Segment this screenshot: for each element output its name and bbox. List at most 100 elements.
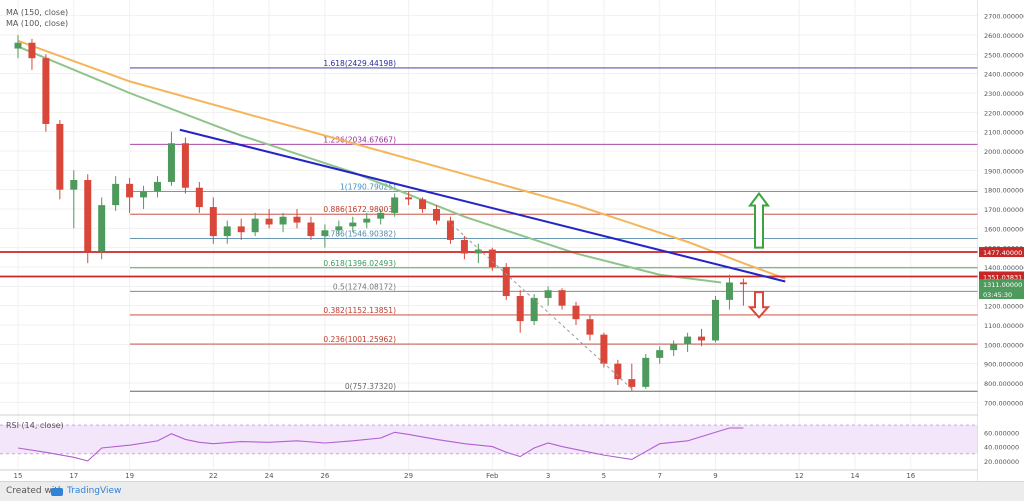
price-tick-label: 1000.000000 xyxy=(984,341,1024,349)
candle-body xyxy=(223,226,231,237)
legend-ma100: MA (100, close) xyxy=(6,19,68,28)
candle-body xyxy=(474,249,482,254)
resistance-price-label: 1351.03831 xyxy=(983,273,1022,281)
decline-guide-line xyxy=(447,220,635,392)
candle-body xyxy=(698,336,706,341)
price-axis[interactable]: 700.000000 800.000000 900.000000 1000.00000… xyxy=(977,0,1024,481)
last-price-label: 1311.00000 xyxy=(983,281,1022,289)
down-arrow xyxy=(747,291,771,319)
resistance-price-label: 1477.40000 xyxy=(983,249,1022,257)
time-tick-label: 12 xyxy=(795,472,804,480)
time-tick-label: 24 xyxy=(265,472,274,480)
candle-body xyxy=(335,226,343,231)
candle-body xyxy=(56,123,64,190)
candle-body xyxy=(42,58,50,124)
created-with-label: Created with xyxy=(6,486,64,496)
price-tick-label: 1800.000000 xyxy=(984,187,1024,195)
time-tick-label: 16 xyxy=(906,472,915,480)
candle-body xyxy=(126,183,134,198)
ma150-line xyxy=(17,39,786,280)
candle-body xyxy=(684,336,692,345)
candle-body xyxy=(14,42,22,49)
candle-body xyxy=(293,216,301,223)
candle-body xyxy=(558,290,566,306)
time-tick-label: 14 xyxy=(851,472,860,480)
tradingview-logo-icon xyxy=(51,488,63,496)
candle-body xyxy=(572,305,580,320)
legend-rsi: RSI (14, close) xyxy=(6,421,64,430)
last-price-tag xyxy=(979,279,1024,290)
trend-drawings[interactable] xyxy=(179,128,786,392)
candle-body xyxy=(140,191,148,198)
rsi-band-fill xyxy=(0,425,978,454)
candle-body xyxy=(279,216,287,225)
fib-level-label: 0.618(1396.02493) xyxy=(323,259,396,268)
price-tick-label: 1200.000000 xyxy=(984,303,1024,311)
candle-body xyxy=(307,222,315,237)
rsi-line xyxy=(17,427,744,462)
time-tick-label: 22 xyxy=(209,472,218,480)
bearish-trendline xyxy=(179,128,786,283)
time-tick-label: 5 xyxy=(602,472,606,480)
candle-body xyxy=(181,143,189,188)
rsi-panel[interactable] xyxy=(0,414,978,462)
time-tick-label: 26 xyxy=(320,472,329,480)
candle-body xyxy=(516,296,524,322)
countdown-label: 03:45:30 xyxy=(983,291,1012,299)
price-tick-label: 2000.000000 xyxy=(984,148,1024,156)
candle-body xyxy=(614,363,622,380)
candle-body xyxy=(391,197,399,213)
fib-level-label: 0.5(1274.08172) xyxy=(333,282,396,291)
time-tick-label: 29 xyxy=(404,472,413,480)
candle-body xyxy=(28,42,36,59)
price-grid xyxy=(0,15,978,403)
price-tick-label: 1400.000000 xyxy=(984,264,1024,272)
candlesticks xyxy=(14,35,747,391)
footer-bar: Created with TradingView xyxy=(0,481,1024,501)
time-tick-label: 7 xyxy=(657,472,661,480)
price-tick-label: 700.000000 xyxy=(984,399,1023,407)
candle-body xyxy=(321,230,329,237)
candle-body xyxy=(656,350,664,358)
fib-level-label: 1.618(2429.44198) xyxy=(323,59,396,68)
fibonacci-retracement[interactable]: 1.618(2429.44198) 1.236(2034.67667) 1(1790… xyxy=(130,59,978,392)
time-axis[interactable]: 15 17 19 22 24 26 29 Feb 3 5 7 9 12 14 16 xyxy=(0,469,978,480)
price-tick-label: 1600.000000 xyxy=(984,225,1024,233)
candle-body xyxy=(405,197,413,200)
plot-background xyxy=(0,0,978,481)
candle-body xyxy=(98,205,106,252)
price-tick-label: 2400.000000 xyxy=(984,71,1024,79)
candle-body xyxy=(265,218,273,225)
fib-level-label: 0(757.37320) xyxy=(345,382,396,391)
price-chart[interactable]: 1.618(2429.44198) 1.236(2034.67667) 1(1790… xyxy=(0,0,1024,481)
price-tick-label: 1900.000000 xyxy=(984,167,1024,175)
up-arrow xyxy=(748,191,770,249)
fib-level-label: 0.886(1672.98003) xyxy=(323,205,396,214)
time-tick-label: 19 xyxy=(125,472,134,480)
candle-body xyxy=(670,344,678,351)
candle-body xyxy=(167,143,175,182)
candle-body xyxy=(377,212,385,219)
candle-body xyxy=(446,220,454,240)
price-tick-label: 2500.000000 xyxy=(984,51,1024,59)
tradingview-link[interactable]: TradingView xyxy=(67,486,122,496)
price-tick-label: 2100.000000 xyxy=(984,129,1024,137)
candle-body xyxy=(600,334,608,364)
rsi-tick-label: 40.000000 xyxy=(984,444,1019,452)
time-tick-label: 17 xyxy=(69,472,78,480)
fib-level-label: 0.382(1152.13851) xyxy=(323,306,396,315)
candle-body xyxy=(70,180,78,190)
candle-body xyxy=(349,222,357,227)
resistance-price-tag xyxy=(979,271,1024,282)
candle-body xyxy=(544,290,552,298)
rsi-tick-label: 20.000000 xyxy=(984,458,1019,466)
legend-ma150: MA (150, close) xyxy=(6,8,68,17)
time-tick-label: 3 xyxy=(546,472,550,480)
candle-body xyxy=(712,299,719,341)
fib-level-label: 0.236(1001.25962) xyxy=(323,335,396,344)
candle-body xyxy=(502,267,510,296)
candle-body xyxy=(112,183,120,206)
candle-body xyxy=(586,319,594,335)
price-tick-label: 2200.000000 xyxy=(984,109,1024,117)
